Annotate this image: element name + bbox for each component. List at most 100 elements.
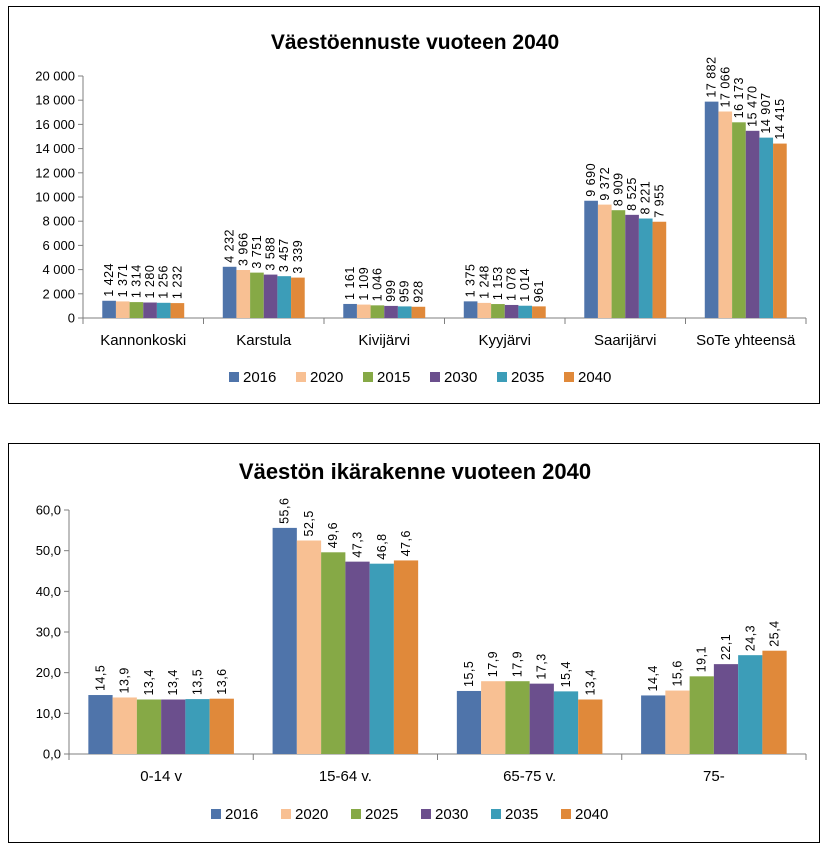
bar: [505, 681, 530, 754]
legend-label: 2040: [578, 369, 611, 386]
y-tick-label: 10 000: [35, 190, 75, 205]
data-label: 928: [411, 280, 425, 302]
bar: [745, 130, 760, 318]
legend-label: 2020: [295, 806, 328, 823]
y-tick-label: 2 000: [42, 286, 75, 301]
data-label: 1 046: [370, 268, 384, 302]
y-tick-label: 8 000: [42, 214, 75, 229]
y-tick-label: 12 000: [35, 165, 75, 180]
data-label: 52,5: [302, 510, 316, 536]
y-tick-label: 50,0: [36, 543, 61, 558]
data-label: 15,6: [670, 660, 684, 686]
bar: [762, 650, 787, 754]
data-label: 25,4: [768, 620, 782, 646]
x-category-label: SoTe yhteensä: [696, 332, 796, 349]
bar: [263, 274, 278, 318]
data-label: 1 371: [116, 264, 130, 298]
data-label: 1 256: [157, 265, 171, 299]
bar: [463, 301, 478, 318]
bar: [161, 699, 186, 754]
legend-label: 2040: [575, 806, 608, 823]
bar: [481, 681, 506, 754]
bar: [129, 302, 144, 318]
data-label: 1 280: [143, 265, 157, 299]
bar: [529, 683, 554, 754]
legend-label: 2015: [377, 369, 410, 386]
age-structure-chart: Väestön ikärakenne vuoteen 2040 0,0 10,0 2…: [8, 443, 820, 843]
bar: [718, 111, 733, 318]
bar: [143, 302, 157, 318]
y-tick-label: 40,0: [36, 584, 61, 599]
bar: [296, 540, 322, 754]
bar: [236, 270, 251, 318]
data-label: 15,4: [559, 661, 573, 687]
data-label: 13,5: [191, 669, 205, 695]
bar: [222, 266, 237, 318]
legend-swatch: [564, 372, 574, 382]
data-label: 8 525: [625, 177, 639, 211]
y-tick-label: 60,0: [36, 503, 61, 518]
data-label: 19,1: [695, 646, 709, 672]
data-label: 1 109: [357, 267, 371, 301]
data-label: 55,6: [278, 498, 292, 524]
data-label: 1 314: [129, 264, 143, 298]
data-label: 959: [398, 280, 412, 302]
bar: [638, 218, 653, 318]
x-category-label: 0-14 v: [140, 768, 182, 785]
data-label: 999: [384, 280, 398, 302]
x-category-label: 65-75 v.: [503, 768, 556, 785]
data-label: 14,4: [646, 665, 660, 691]
bar: [370, 305, 385, 318]
y-tick-label: 0: [68, 311, 75, 326]
bar: [356, 304, 371, 318]
x-category-label: Karstula: [236, 332, 292, 349]
data-label: 47,3: [351, 531, 365, 557]
bar: [732, 122, 746, 318]
data-label: 3 966: [236, 232, 250, 266]
bar: [88, 695, 113, 754]
chart-title: Väestöennuste vuoteen 2040: [271, 31, 559, 54]
data-label: 17 882: [705, 56, 719, 97]
bar: [343, 303, 357, 318]
data-label: 22,1: [719, 634, 733, 660]
x-category-label: 15-64 v.: [319, 768, 372, 785]
bar: [597, 204, 612, 318]
bar: [665, 690, 690, 754]
data-label: 1 161: [343, 266, 357, 300]
x-category-label: Saarijärvi: [594, 332, 657, 349]
legend-swatch: [351, 809, 361, 819]
y-tick-label: 0,0: [43, 747, 61, 762]
data-label: 13,4: [166, 669, 180, 695]
bar: [611, 210, 626, 318]
bar: [652, 221, 667, 318]
bar: [369, 563, 394, 754]
data-label: 8 909: [611, 172, 625, 206]
legend-label: 2035: [511, 369, 544, 386]
bar: [156, 302, 171, 318]
legend-label: 2030: [435, 806, 468, 823]
bar: [397, 306, 412, 318]
bar: [185, 699, 210, 754]
legend-label: 2035: [505, 806, 538, 823]
bar: [504, 304, 519, 318]
data-label: 961: [532, 280, 546, 302]
bar: [272, 527, 297, 754]
data-label: 4 232: [223, 229, 237, 263]
y-tick-label: 18 000: [35, 93, 75, 108]
data-label: 15,5: [462, 661, 476, 687]
data-label: 1 375: [464, 264, 478, 298]
bar: [532, 306, 546, 318]
legend-swatch: [229, 372, 239, 382]
bar: [291, 277, 305, 318]
y-tick-label: 4 000: [42, 262, 75, 277]
y-tick-label: 20 000: [35, 69, 75, 84]
data-label: 3 457: [277, 238, 291, 272]
data-label: 24,3: [743, 625, 757, 651]
y-tick-label: 16 000: [35, 117, 75, 132]
chart-title: Väestön ikärakenne vuoteen 2040: [239, 459, 591, 484]
data-label: 17,3: [535, 653, 549, 679]
legend-swatch: [296, 372, 306, 382]
bar: [491, 304, 505, 318]
bar: [641, 695, 666, 754]
legend-swatch: [281, 809, 291, 819]
